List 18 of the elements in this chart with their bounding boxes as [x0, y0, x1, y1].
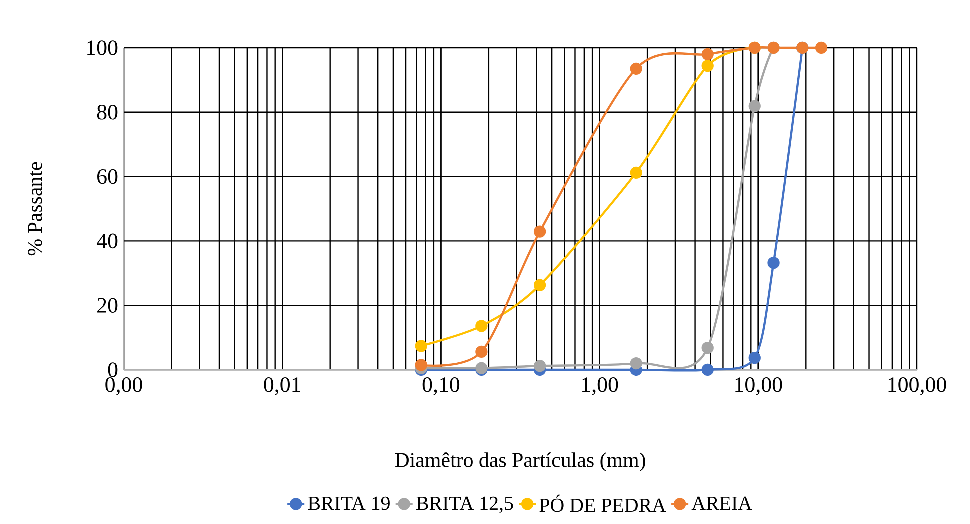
- y-axis-title: % Passante: [28, 162, 42, 256]
- y-tick-label: 40: [96, 234, 118, 249]
- y-tick-label: 0: [108, 362, 118, 378]
- x-tick-label: 100,00: [888, 377, 946, 396]
- legend-label: BRITA 12,5: [416, 496, 514, 514]
- x-tick-label: 0,10: [422, 377, 460, 396]
- y-tick-label: 100: [88, 40, 118, 56]
- legend-label: AREIA: [692, 496, 752, 510]
- x-tick-label: 1,00: [582, 377, 618, 396]
- x-axis-title: Diamêtro das Partículas (mm): [395, 452, 646, 472]
- x-tick-label: 0,01: [264, 377, 300, 396]
- legend-label: PÓ DE PEDRA: [540, 494, 666, 512]
- legend-label: BRITA 19: [308, 496, 390, 510]
- y-tick-label: 20: [98, 298, 118, 313]
- y-tick-label: 60: [98, 169, 118, 184]
- x-tick-label: 10,00: [736, 377, 782, 396]
- y-tick-label: 80: [97, 104, 118, 120]
- x-tick-label: 0,00: [106, 377, 142, 396]
